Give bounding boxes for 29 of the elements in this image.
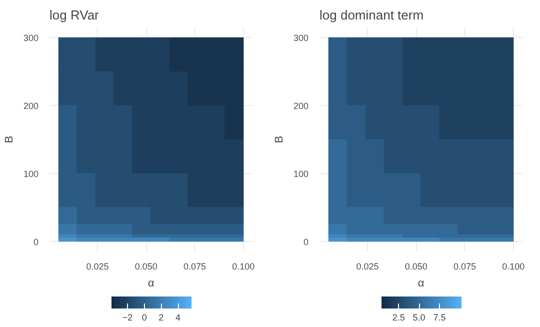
x-tick-label: 0.075 [183,262,206,272]
x-tick-label: 0.025 [356,262,379,272]
color-bar-label: 2 [158,312,164,322]
x-tick-label: 0.075 [453,262,476,272]
y-tick-label: 300 [23,33,39,44]
chart-title: log RVar [50,8,100,22]
color-bar-label: 0 [142,312,147,322]
y-tick-label: 100 [293,168,309,179]
color-bar-label: 2.5 [392,312,405,322]
y-axis-title: B [273,136,286,144]
y-tick-label: 0 [303,236,309,247]
x-axis-title: α [148,278,155,290]
x-tick-label: 0.050 [404,262,428,272]
y-tick-label: 200 [23,101,39,112]
x-tick-label: 0.100 [502,262,525,272]
x-tick-label: 0.100 [232,262,255,272]
x-tick-label: 0.050 [134,262,158,272]
color-bar-label: −2 [122,312,133,322]
y-tick-label: 100 [23,168,39,179]
x-tick-label: 0.025 [86,262,109,272]
y-axis-title: B [3,136,16,144]
color-bar-label: 4 [176,312,181,322]
y-tick-label: 300 [293,33,309,44]
color-bar-label: 5.0 [412,312,426,322]
y-tick-label: 200 [293,101,309,112]
y-tick-label: 0 [33,236,39,247]
color-bar-label: 7.5 [433,312,446,322]
chart-title: log dominant term [320,8,424,22]
x-axis-title: α [418,278,425,290]
